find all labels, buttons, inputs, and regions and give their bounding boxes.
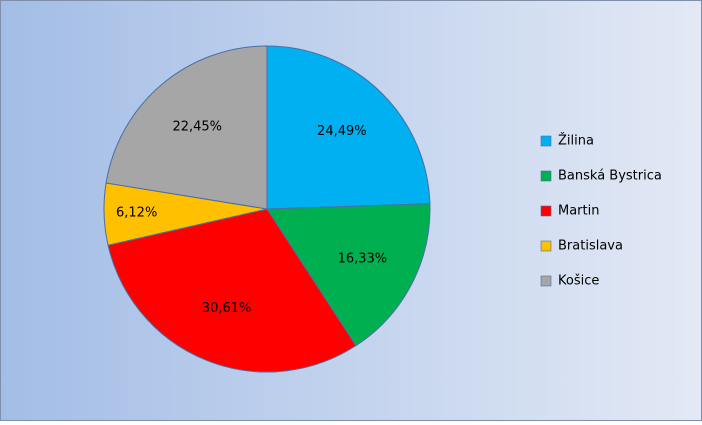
legend-label: Martin: [558, 204, 599, 219]
pie-slice: [105, 45, 268, 210]
legend-swatch: [540, 275, 552, 287]
data-label: 6,12%: [116, 206, 157, 221]
legend-label: Košice: [558, 274, 599, 289]
data-label: 30,61%: [202, 301, 252, 316]
legend-swatch: [540, 170, 552, 182]
legend-label: Banská Bystrica: [558, 169, 662, 184]
pie-slice: [266, 203, 431, 347]
legend-label: Bratislava: [558, 239, 623, 254]
legend-swatch: [540, 240, 552, 252]
data-label: 22,45%: [172, 120, 222, 135]
legend-swatch: [540, 135, 552, 147]
pie-slice: [266, 45, 431, 210]
data-label: 16,33%: [338, 251, 388, 266]
data-label: 24,49%: [317, 124, 367, 139]
pie-slice: [107, 208, 357, 373]
legend-swatch: [540, 205, 552, 217]
legend-label: Žilina: [558, 133, 594, 149]
